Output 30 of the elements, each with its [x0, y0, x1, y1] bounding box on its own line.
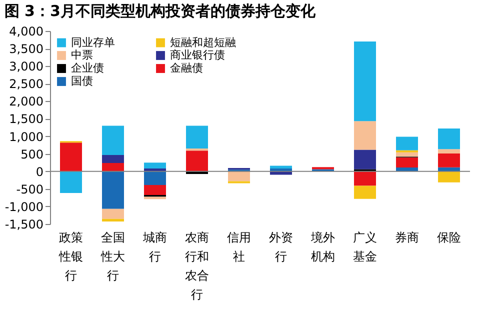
legend-label: 短融和超短融	[170, 36, 236, 49]
x-tick-label: 外资行	[269, 230, 293, 264]
x-tick-label: 境外机构	[310, 230, 335, 264]
legend-label: 国债	[71, 74, 93, 88]
y-tick-label: 500	[20, 147, 44, 162]
x-tick-label: 城商行	[142, 230, 167, 264]
x-tick-label: 保险	[437, 230, 461, 244]
y-tick-label: 0	[36, 164, 44, 179]
legend-label: 商业银行债	[170, 48, 225, 62]
legend-label: 同业存单	[71, 36, 115, 49]
y-tick-label: 2,500	[9, 77, 44, 92]
y-tick-label: -1,500	[4, 218, 44, 232]
y-tick-label: 3,000	[9, 60, 44, 74]
chart-title: 图 3：3月不同类型机构投资者的债券持仓变化	[4, 2, 316, 20]
legend-label: 金融债	[170, 62, 203, 74]
y-tick-label: 3,500	[9, 42, 44, 56]
legend-label: 中票	[71, 48, 93, 62]
x-tick-label: 信用社	[227, 230, 251, 264]
y-tick-label: 1,500	[9, 112, 44, 126]
y-tick-label: 1,000	[9, 130, 44, 144]
x-tick-label: 广义基金	[353, 230, 377, 264]
y-tick-label: -500	[16, 182, 44, 196]
legend-label: 企业债	[71, 62, 104, 74]
y-tick-label: 2,000	[9, 94, 44, 109]
y-tick-label: 4,000	[9, 24, 44, 38]
x-tick-label: 全国性大行	[100, 230, 125, 282]
y-tick-label: -1,000	[4, 200, 44, 214]
x-tick-label: 政策性银行	[58, 230, 83, 282]
x-tick-label: 农商行和农合行	[185, 230, 209, 302]
x-tick-label: 券商	[395, 230, 419, 244]
